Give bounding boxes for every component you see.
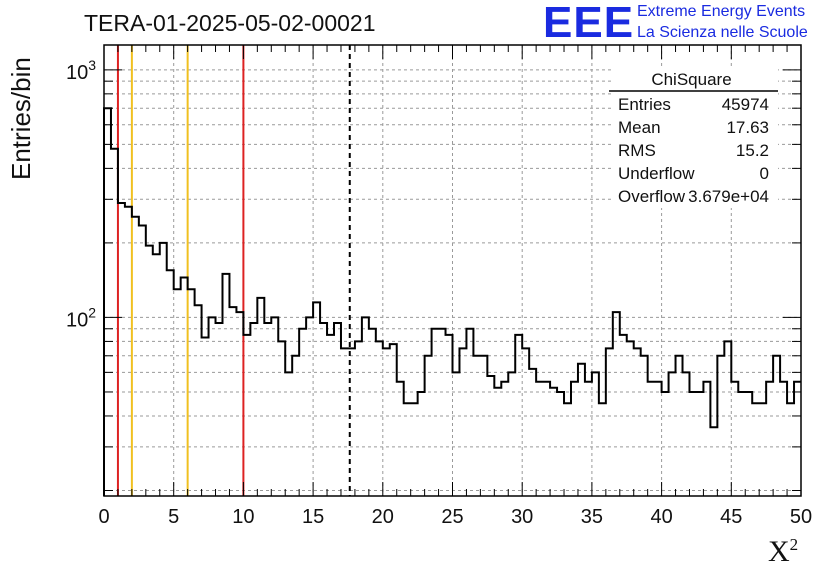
x-tick-label: 10 xyxy=(232,506,254,528)
stats-row-value: 45974 xyxy=(722,95,769,114)
x-tick-label: 20 xyxy=(372,506,394,528)
eee-logo: EEE xyxy=(543,0,635,47)
x-tick-label: 45 xyxy=(720,506,742,528)
x-tick-label: 0 xyxy=(98,506,109,528)
y-tick-label: 102 xyxy=(66,304,96,331)
page-title: TERA-01-2025-05-02-00021 xyxy=(84,10,376,36)
y-tick-label: 103 xyxy=(66,57,96,84)
stats-row-value: 17.63 xyxy=(726,118,769,137)
axis-tick-labels: 0 5 10 15 20 25 30 35 40 45 50 102 103 xyxy=(66,57,812,528)
stats-row-label: Mean xyxy=(618,118,661,137)
stats-row-value: 3.679e+04 xyxy=(688,187,769,206)
axis-ticks xyxy=(103,45,802,496)
stats-box-name: ChiSquare xyxy=(651,70,731,89)
x-tick-label: 15 xyxy=(302,506,324,528)
stats-row-label: RMS xyxy=(618,141,656,160)
x-tick-label: 40 xyxy=(650,506,672,528)
stats-box: ChiSquare Entries 45974 Mean 17.63 RMS 15.2 Und… xyxy=(609,68,778,208)
eee-line2: La Scienza nelle Scuole xyxy=(637,24,808,41)
x-axis-label-base: X xyxy=(768,535,790,568)
x-axis-label-superscript: 2 xyxy=(789,535,799,554)
grid xyxy=(104,45,801,496)
x-tick-label: 35 xyxy=(581,506,603,528)
x-axis-label: X2 xyxy=(768,535,798,569)
stats-row-value: 15.2 xyxy=(736,141,769,160)
stats-row-label: Underflow xyxy=(618,164,695,183)
histogram-line xyxy=(103,107,801,496)
eee-line1: Extreme Energy Events xyxy=(637,3,806,20)
vertical-lines xyxy=(116,45,351,496)
x-tick-label: 50 xyxy=(790,506,812,528)
x-tick-label: 5 xyxy=(168,506,179,528)
x-tick-label: 30 xyxy=(511,506,533,528)
stats-row-value: 0 xyxy=(760,164,769,183)
stats-row-label: Entries xyxy=(618,95,671,114)
stats-row-label: Overflow xyxy=(618,187,686,206)
x-tick-label: 25 xyxy=(441,506,463,528)
